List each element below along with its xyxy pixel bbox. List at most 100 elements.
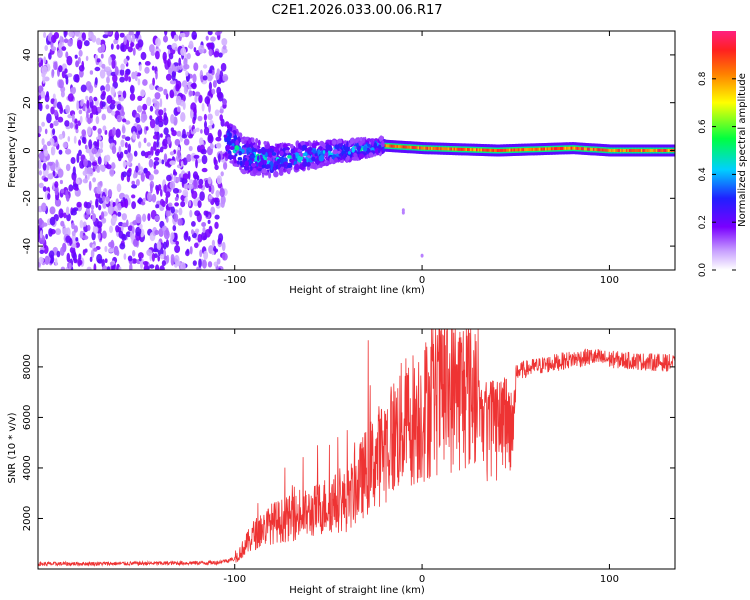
spectrogram-noise-blob — [38, 256, 44, 264]
spectrogram-line — [645, 149, 648, 152]
spectrogram-noise-blob — [78, 49, 83, 57]
spectrogram-noise-blob — [65, 148, 72, 155]
spectrogram-band-blob — [254, 143, 258, 150]
spectrogram-line — [437, 147, 440, 151]
spectrogram-noise-blob — [47, 193, 51, 200]
spectrogram-line — [622, 149, 626, 152]
spectrogram-noise-blob — [71, 208, 77, 213]
spectrogram-noise-blob — [60, 266, 66, 270]
spectrogram-line — [494, 148, 497, 152]
spectrogram-band-blob — [294, 163, 300, 171]
spectrogram-line — [483, 148, 486, 152]
spectrogram-noise-blob — [38, 232, 41, 243]
spectrogram-band-blob — [379, 135, 384, 142]
spectrogram-noise-blob — [121, 201, 127, 208]
spectrogram-noise-blob — [40, 90, 46, 99]
spectrogram-noise-blob — [127, 143, 131, 153]
spectrogram-line — [398, 145, 401, 149]
spectrogram-line — [612, 149, 615, 152]
spectrogram-noise-blob — [182, 173, 189, 180]
spectrogram-band-blob — [306, 165, 311, 171]
spectrogram-noise-blob — [163, 229, 170, 240]
spectrogram-band-blob — [359, 153, 365, 159]
spectrogram-noise-blob — [175, 240, 179, 246]
spectrogram-noise-blob — [41, 202, 47, 213]
spectrogram-noise-blob — [87, 166, 93, 175]
spectrogram-noise-blob — [128, 31, 134, 36]
spectrogram-band-blob — [297, 156, 302, 163]
spectrogram-noise-blob — [67, 93, 74, 102]
spectrogram-band-blob — [332, 140, 337, 145]
spectrogram-noise-blob — [65, 104, 70, 114]
spectrogram-noise-blob — [192, 179, 198, 190]
spectrogram-noise-blob — [158, 109, 164, 116]
spectrogram-noise-blob — [82, 170, 87, 176]
spectrogram-noise-blob — [94, 66, 101, 72]
spectrogram-noise-blob — [115, 128, 121, 138]
spectrogram-band-blob — [334, 157, 338, 163]
snr-y-tick-label: 4000 — [22, 455, 33, 480]
spectrogram-band-blob — [314, 153, 318, 157]
spectrogram-noise-blob — [67, 136, 71, 142]
spectrogram-noise-blob — [41, 65, 48, 75]
spectrogram-line — [554, 147, 557, 151]
spectrogram-noise-blob — [45, 104, 50, 110]
spectrogram-line — [426, 146, 429, 150]
spectrogram-noise-blob — [71, 113, 75, 123]
spectrogram-noise-blob — [152, 77, 156, 86]
spectrogram-noise-blob — [95, 37, 102, 46]
spectrogram-noise-blob — [169, 80, 177, 85]
spectrogram-noise-blob — [81, 129, 86, 137]
spectrogram-noise-blob — [85, 95, 89, 101]
spectrogram-line — [521, 148, 524, 152]
spectrogram-noise-blob — [191, 190, 198, 199]
spectrogram-noise-blob — [161, 260, 166, 267]
spectrogram-noise-blob — [215, 190, 220, 198]
spectrogram-noise-blob — [160, 198, 165, 206]
spectrogram-line — [485, 148, 488, 152]
spectrogram-y-tick-label: -20 — [22, 190, 33, 206]
spectrogram-noise-blob — [210, 36, 216, 42]
spectrogram-band-blob — [351, 156, 358, 161]
spectrogram-noise-blob — [114, 31, 120, 41]
spectrogram-noise-blob — [154, 215, 160, 222]
spectrogram-noise-blob — [86, 99, 90, 109]
spectrogram-band-blob — [280, 163, 286, 167]
spectrogram-band-blob — [344, 146, 350, 153]
spectrogram-line — [578, 147, 581, 150]
spectrogram-noise-blob — [63, 31, 67, 38]
spectrogram-noise-blob — [158, 120, 164, 128]
spectrogram-line — [453, 147, 456, 151]
spectrogram-noise-blob — [90, 204, 95, 210]
spectrogram-noise-blob — [121, 125, 126, 134]
spectrogram-noise-blob — [101, 113, 107, 121]
spectrogram-noise-blob — [125, 161, 131, 166]
spectrogram-line — [500, 148, 503, 152]
spectrogram-noise-blob — [211, 250, 215, 256]
spectrogram-noise-blob — [155, 148, 161, 154]
spectrogram-noise-blob — [114, 66, 119, 76]
spectrogram-line — [534, 147, 537, 151]
spectrogram-noise-blob — [45, 233, 48, 240]
spectrogram-line — [609, 149, 612, 152]
spectrogram-noise-blob — [127, 167, 132, 174]
spectrogram-noise-blob — [104, 258, 108, 264]
spectrogram-noise-blob — [54, 181, 59, 188]
spectrogram-noise-blob — [101, 43, 105, 53]
spectrogram-noise-blob — [43, 56, 47, 64]
spectrogram-noise-blob — [80, 99, 84, 107]
spectrogram-line — [575, 146, 578, 150]
spectrogram-line — [530, 147, 533, 151]
spectrogram-noise-blob — [159, 253, 165, 260]
spectrogram-noise-blob — [170, 254, 175, 262]
spectrogram-noise-blob — [190, 109, 194, 119]
spectrogram-band-blob — [231, 139, 234, 144]
spectrogram-noise-blob — [142, 103, 148, 111]
spectrogram-line — [621, 149, 624, 152]
spectrogram-noise-blob — [47, 173, 54, 180]
spectrogram-noise-blob — [127, 46, 133, 53]
spectrogram-band-blob — [277, 165, 281, 170]
spectrogram-band-blob — [287, 154, 292, 159]
spectrogram-line — [570, 146, 573, 150]
spectrogram-noise-blob — [69, 246, 76, 254]
